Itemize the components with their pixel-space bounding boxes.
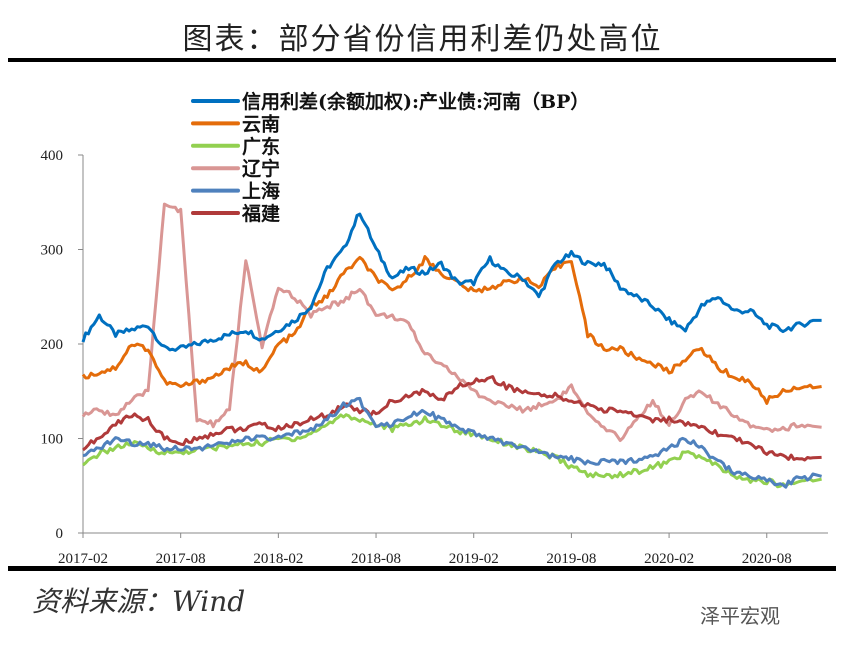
series-line-4	[82, 396, 822, 489]
series-line-0	[81, 212, 822, 352]
y-tick-label: 200	[41, 337, 64, 353]
source-note: 资料来源：Wind	[32, 585, 246, 618]
legend-label-0: 信用利差(余额加权):产业债:河南（BP）	[242, 90, 589, 113]
x-tick-label: 2018-02	[253, 551, 303, 567]
legend-label-5: 福建	[241, 202, 280, 225]
series-line-1	[81, 255, 822, 405]
legend-label-2: 广东	[242, 135, 280, 158]
chart-title: 图表：部分省份信用利差仍处高位	[182, 22, 663, 57]
legend-label-1: 云南	[242, 113, 280, 135]
x-tick-label: 2019-08	[546, 551, 596, 567]
y-tick-label: 100	[41, 432, 64, 448]
x-tick-label: 2019-02	[449, 551, 499, 567]
y-tick-label: 300	[41, 243, 64, 259]
x-tick-label: 2020-02	[644, 551, 694, 567]
x-tick-label: 2020-08	[742, 551, 792, 567]
bottom-rule	[8, 566, 836, 571]
y-tick-label: 0	[56, 526, 64, 542]
x-tick-label: 2017-02	[58, 551, 108, 567]
legend-label-3: 辽宁	[242, 157, 280, 180]
x-tick-label: 2018-08	[351, 551, 401, 567]
watermark: 泽平宏观	[700, 604, 780, 628]
series-line-5	[82, 375, 822, 462]
x-tick-label: 2017-08	[156, 551, 206, 567]
legend-label-4: 上海	[242, 180, 280, 203]
series-line-3	[81, 202, 822, 442]
y-tick-label: 400	[41, 148, 64, 164]
title-rule	[8, 58, 836, 62]
